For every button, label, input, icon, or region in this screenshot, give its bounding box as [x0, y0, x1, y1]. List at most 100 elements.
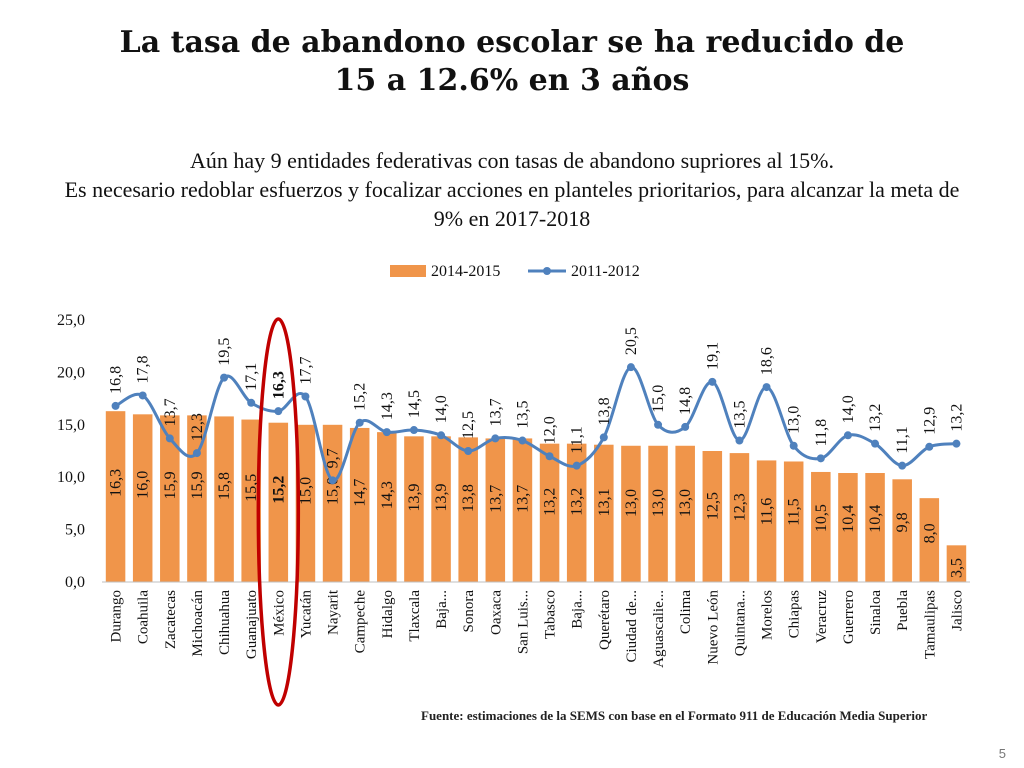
bar-Sinaloa [865, 473, 885, 582]
line-value-label: 12,5 [460, 411, 477, 439]
bar-Chiapas [783, 461, 804, 582]
line-value-label: 9,7 [325, 448, 342, 468]
line-value-label: 14,0 [433, 395, 450, 423]
line-value-label: 19,1 [704, 342, 721, 370]
category-label: Tamaulipas [922, 590, 938, 659]
category-label: Sonora [461, 590, 477, 633]
category-label: Campeche [353, 590, 369, 654]
line-value-label: 15,2 [352, 383, 369, 411]
slide-subtitle: Aún hay 9 entidades federativas con tasa… [60, 146, 964, 233]
line-point-Zacatecas [165, 434, 174, 443]
bar-Hidalgo [377, 432, 397, 582]
category-label: Morelos [760, 590, 776, 640]
category-label: Chiapas [787, 590, 803, 638]
line-value-label: 14,8 [677, 387, 694, 415]
line-value-label: 14,0 [840, 395, 857, 423]
line-value-label: 13,5 [514, 401, 531, 429]
line-value-label: 13,2 [867, 404, 884, 432]
line-point-Querétaro [599, 433, 608, 442]
line-point-Jalisco [952, 439, 961, 448]
line-point-Michoacán [192, 449, 201, 458]
line-value-label: 18,6 [759, 347, 776, 375]
title-line-2: 15 a 12.6% en 3 años [334, 63, 690, 98]
line-point-Sinaloa [871, 439, 880, 448]
subtitle-line-1: Aún hay 9 entidades federativas con tasa… [190, 148, 834, 173]
bar-value-label: 13,7 [487, 485, 504, 513]
bar-Querétaro [594, 444, 614, 582]
y-tick-label: 15,0 [57, 417, 85, 434]
line-value-label: 14,5 [406, 390, 423, 418]
line-point-Guerrero [843, 431, 852, 440]
category-label: Coahuila [136, 590, 152, 644]
bar-value-label: 14,7 [352, 479, 369, 507]
bar-value-label: 15,0 [325, 477, 342, 505]
bar-value-label: 11,5 [786, 498, 803, 525]
line-point-Quintana... [735, 436, 744, 445]
bar-Oaxaca [485, 438, 506, 582]
bar-Jalisco [946, 545, 967, 582]
legend-swatch-bars [390, 265, 426, 277]
bar-value-label: 15,5 [243, 474, 260, 502]
bar-Tabasco [539, 443, 560, 582]
bar-value-label: 11,6 [759, 498, 776, 525]
bar-Zacatecas [160, 415, 180, 582]
bar-Baja... [566, 443, 587, 582]
line-value-label: 16,8 [108, 366, 125, 394]
bar-Morelos [756, 460, 777, 582]
bar-Yucatán [295, 424, 316, 582]
bar-Tamaulipas [919, 498, 940, 582]
category-label: Quintana... [732, 590, 748, 656]
bar-value-label: 15,8 [216, 472, 233, 500]
source-note: Fuente: estimaciones de la SEMS con base… [421, 708, 928, 723]
bar-value-label: 8,0 [921, 523, 938, 543]
bar-Puebla [892, 479, 912, 582]
legend-marker-line [543, 267, 551, 275]
category-label: Jalisco [949, 590, 965, 631]
line-point-Campeche [355, 418, 364, 427]
bar-value-label: 13,1 [596, 488, 613, 516]
line-value-label: 11,1 [569, 426, 586, 453]
line-value-label: 16,3 [270, 371, 287, 399]
bar-Durango [105, 411, 126, 582]
line-point-Oaxaca [491, 434, 500, 443]
bar-value-label: 13,8 [460, 484, 477, 512]
line-value-label: 11,1 [894, 426, 911, 453]
category-label: Durango [109, 590, 125, 643]
line-value-label: 12,3 [189, 413, 206, 441]
bar-value-label: 13,0 [650, 489, 667, 517]
line-value-label: 19,5 [216, 338, 233, 366]
bar-value-label: 10,5 [813, 504, 830, 532]
category-label: Guerrero [841, 590, 857, 644]
bar-value-label: 10,4 [867, 505, 884, 533]
line-point-Nuevo León [708, 377, 717, 386]
bar-value-label: 14,3 [379, 481, 396, 509]
legend-label-line: 2011-2012 [571, 263, 640, 280]
category-label: Yucatán [298, 590, 314, 639]
line-value-label: 17,1 [243, 363, 260, 391]
bar-Guanajuato [241, 419, 261, 582]
category-label: Colima [678, 590, 694, 635]
line-value-label: 11,8 [813, 419, 830, 446]
line-point-Morelos [762, 383, 771, 392]
line-value-label: 13,7 [162, 398, 179, 426]
category-label: Nayarit [326, 589, 342, 635]
category-label: Guanajuato [244, 590, 260, 659]
line-point-Chiapas [789, 441, 798, 450]
bar-value-label: 15,9 [162, 471, 179, 499]
bar-Chihuahua [214, 416, 234, 582]
bar-value-label: 12,3 [731, 493, 748, 521]
line-point-Puebla [898, 461, 907, 470]
bar-value-label: 9,8 [894, 512, 911, 532]
subtitle-line-2: Es necesario redoblar esfuerzos y focali… [64, 177, 960, 231]
y-tick-label: 20,0 [57, 364, 85, 381]
slide-title: La tasa de abandono escolar se ha reduci… [0, 24, 1024, 100]
bar-Campeche [349, 427, 370, 582]
category-label: Nuevo León [705, 590, 721, 665]
category-label: Querétaro [597, 590, 613, 650]
line-value-label: 13,8 [596, 397, 613, 425]
bar-value-label: 13,9 [433, 484, 450, 512]
bar-value-label: 13,0 [677, 489, 694, 517]
bar-Veracruz [811, 471, 831, 582]
category-label: Tlaxcala [407, 590, 423, 642]
